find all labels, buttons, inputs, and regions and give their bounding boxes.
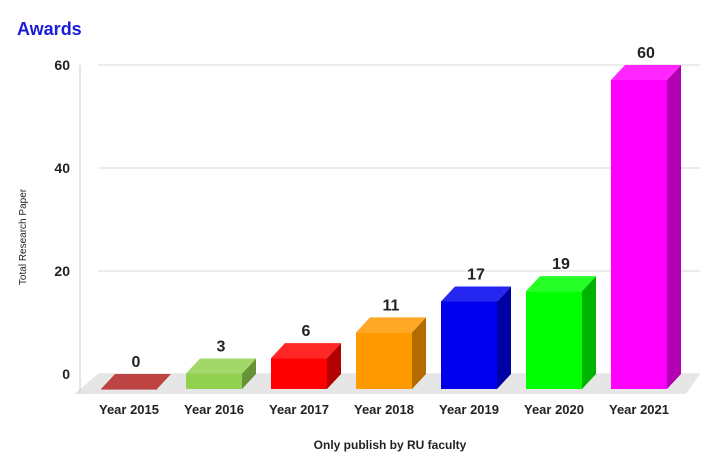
y-axis-label: Total Research Paper — [18, 188, 29, 285]
bar-6 — [611, 65, 681, 389]
bar-front-6 — [611, 80, 667, 389]
bar-0 — [101, 374, 171, 390]
bar-side-1 — [242, 358, 256, 389]
x-axis-ticks: Year 2015 Year 2016 Year 2017 Year 2018 Year… — [99, 402, 669, 417]
bar-top-4 — [441, 286, 511, 302]
chart-title: Awards — [17, 19, 82, 39]
bar-top-2 — [271, 343, 341, 359]
x-tick-label-4: Year 2019 — [439, 402, 499, 417]
x-tick-label-6: Year 2021 — [609, 402, 669, 417]
bar-top-3 — [356, 317, 426, 333]
data-label-3: 11 — [383, 297, 400, 314]
x-tick-label-0: Year 2015 — [99, 402, 159, 417]
bar-1 — [186, 358, 256, 389]
bar-front-0 — [101, 389, 157, 390]
bar-front-1 — [186, 373, 242, 389]
bar-5 — [526, 276, 596, 389]
data-label-1: 3 — [217, 339, 226, 356]
bar-top-6 — [611, 65, 681, 80]
bar-side-3 — [412, 317, 426, 389]
y-tick-label-2: 40 — [54, 160, 70, 176]
y-tick-label-3: 60 — [54, 57, 70, 73]
bar-top-1 — [186, 358, 256, 374]
data-label-2: 6 — [302, 323, 311, 340]
bar-front-4 — [441, 301, 497, 389]
x-tick-label-5: Year 2020 — [524, 402, 584, 417]
bar-side-5 — [582, 276, 596, 389]
x-tick-label-3: Year 2018 — [354, 402, 414, 417]
x-axis-label: Only publish by RU faculty — [314, 438, 467, 452]
data-label-5: 19 — [552, 256, 570, 273]
y-tick-label-0: 0 — [62, 366, 70, 382]
bars — [101, 65, 681, 390]
y-axis-ticks: 0 20 40 60 — [54, 57, 70, 382]
bar-side-2 — [327, 343, 341, 389]
bar-3 — [356, 317, 426, 389]
bar-side-4 — [497, 286, 511, 389]
bar-front-3 — [356, 332, 412, 389]
bar-front-5 — [526, 291, 582, 389]
bar-top-0 — [101, 374, 171, 389]
bar-front-2 — [271, 358, 327, 389]
data-label-6: 60 — [637, 45, 655, 62]
data-labels: 0 3 6 11 17 19 60 — [132, 45, 655, 371]
y-tick-label-1: 20 — [54, 263, 70, 279]
bar-4 — [441, 286, 511, 389]
bar-top-5 — [526, 276, 596, 292]
x-tick-label-2: Year 2017 — [269, 402, 329, 417]
data-label-4: 17 — [467, 266, 485, 283]
x-tick-label-1: Year 2016 — [184, 402, 244, 417]
bar-side-6 — [667, 65, 681, 389]
data-label-0: 0 — [132, 354, 141, 371]
bar-2 — [271, 343, 341, 389]
